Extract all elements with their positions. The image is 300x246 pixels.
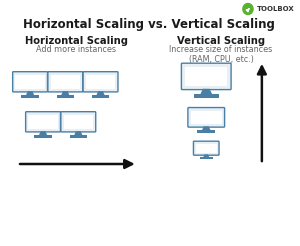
Bar <box>92 95 109 98</box>
Polygon shape <box>203 154 209 157</box>
Bar <box>197 130 215 133</box>
FancyBboxPatch shape <box>83 72 118 92</box>
Bar <box>51 75 80 89</box>
Polygon shape <box>200 89 212 94</box>
Bar <box>200 157 212 159</box>
FancyBboxPatch shape <box>26 112 61 132</box>
Polygon shape <box>202 126 211 130</box>
Bar <box>191 111 222 124</box>
Polygon shape <box>39 131 47 135</box>
Bar <box>57 95 74 98</box>
FancyBboxPatch shape <box>61 112 96 132</box>
Bar <box>15 75 45 89</box>
Circle shape <box>243 3 253 15</box>
Bar <box>194 94 219 98</box>
Bar <box>185 67 227 86</box>
Bar <box>34 135 52 138</box>
Polygon shape <box>74 131 82 135</box>
FancyBboxPatch shape <box>13 72 47 92</box>
Text: Vertical Scaling: Vertical Scaling <box>177 36 265 46</box>
Bar <box>70 135 87 138</box>
Text: Add more instances: Add more instances <box>36 45 116 54</box>
Text: Horizontal Scaling: Horizontal Scaling <box>25 36 128 46</box>
Polygon shape <box>61 91 70 95</box>
FancyBboxPatch shape <box>188 108 225 127</box>
Bar <box>196 144 217 153</box>
FancyBboxPatch shape <box>48 72 83 92</box>
Bar <box>21 95 39 98</box>
Bar <box>28 115 58 129</box>
Text: TOOLBOX: TOOLBOX <box>257 6 295 12</box>
Text: Horizontal Scaling vs. Vertical Scaling: Horizontal Scaling vs. Vertical Scaling <box>23 18 275 31</box>
Polygon shape <box>96 91 105 95</box>
Polygon shape <box>26 91 34 95</box>
Bar <box>86 75 115 89</box>
FancyBboxPatch shape <box>182 63 231 90</box>
FancyBboxPatch shape <box>194 141 219 155</box>
Text: Increase size of instances
(RAM, CPU, etc.): Increase size of instances (RAM, CPU, et… <box>169 45 273 64</box>
Bar <box>64 115 93 129</box>
